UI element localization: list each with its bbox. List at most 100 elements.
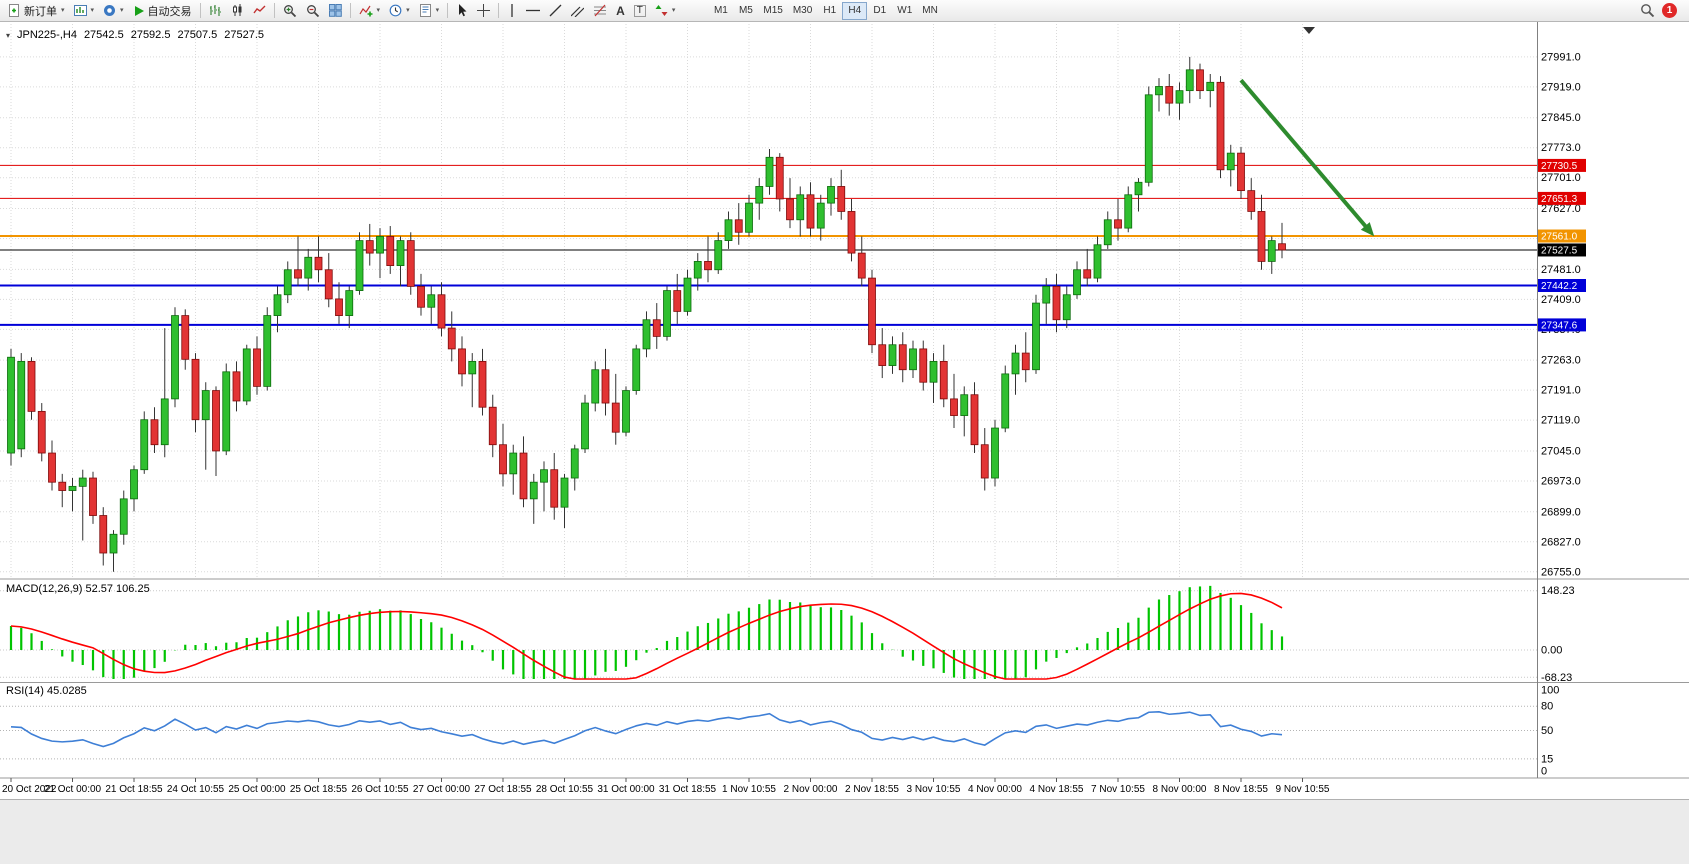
candle	[847, 211, 856, 254]
svg-text:2 Nov 18:55: 2 Nov 18:55	[845, 784, 899, 795]
templates-button[interactable]: ▾	[415, 1, 444, 21]
profiles-button[interactable]: ▾	[99, 1, 128, 21]
candlestick-series[interactable]	[7, 56, 1286, 572]
template-icon	[419, 4, 432, 17]
zoom-in-icon	[283, 4, 297, 18]
candle	[294, 269, 302, 279]
timeframe-mn-button[interactable]: MN	[922, 5, 938, 16]
candle	[355, 240, 364, 291]
candle	[406, 240, 415, 287]
autotrading-label: 自动交易	[147, 5, 192, 18]
candle	[58, 481, 67, 491]
candle	[48, 452, 56, 483]
price-badges[interactable]: 27730.5 27651.3 27561.0 27527.5 27442.2 27347…	[1538, 158, 1586, 332]
candle	[734, 219, 743, 233]
svg-text:27919.0: 27919.0	[1541, 81, 1581, 93]
timeframe-h1-button[interactable]: H1	[823, 5, 837, 16]
candle	[1001, 373, 1010, 429]
chevron-down-icon: ▾	[406, 7, 410, 14]
svg-text:27045.0: 27045.0	[1541, 445, 1581, 457]
crosshair-button[interactable]	[473, 1, 494, 21]
fibonacci-button[interactable]	[589, 1, 611, 21]
indicators-button[interactable]: ▾	[355, 1, 385, 21]
timeframe-h4-button[interactable]: H4	[842, 1, 868, 20]
tile-windows-button[interactable]	[325, 1, 346, 21]
candle	[345, 290, 354, 316]
candle	[1093, 244, 1102, 279]
price-badge	[1538, 191, 1586, 205]
periods-button[interactable]: ▾	[385, 1, 414, 21]
price-badge	[1538, 229, 1586, 243]
toolbar-separator	[273, 3, 275, 18]
text-label-button[interactable]: T	[630, 1, 650, 21]
arrow-annotation[interactable]	[1239, 78, 1375, 237]
chevron-down-icon: ▾	[120, 7, 124, 14]
macd-signal-line	[10, 592, 1283, 680]
new-order-button[interactable]: 新订单 ▾	[4, 1, 69, 21]
candle	[1267, 240, 1276, 262]
ohlc-collapse-icon[interactable]: ▾	[6, 30, 11, 40]
svg-text:25 Oct 00:00: 25 Oct 00:00	[228, 784, 286, 795]
autotrading-button[interactable]: 自动交易	[129, 1, 196, 21]
indicators-icon	[359, 4, 373, 17]
svg-text:27409.0: 27409.0	[1541, 294, 1581, 306]
candle	[37, 410, 46, 454]
price-badge	[1538, 318, 1586, 332]
toolbar-separator	[349, 3, 351, 18]
symbol-period-label: JPN225-,H4	[17, 29, 77, 41]
candle	[663, 290, 671, 337]
svg-text:0: 0	[1541, 766, 1547, 778]
chart-shift-marker[interactable]	[1303, 27, 1315, 34]
horizontal-lines[interactable]	[0, 164, 1537, 326]
cursor-button[interactable]	[452, 1, 472, 21]
timeframe-m15-button[interactable]: M15	[763, 5, 783, 16]
bar-chart-button[interactable]	[205, 1, 226, 21]
trendline-button[interactable]	[545, 1, 566, 21]
tile-windows-icon	[328, 4, 342, 17]
svg-text:26899.0: 26899.0	[1541, 506, 1581, 518]
candle	[806, 194, 815, 229]
new-chart-button[interactable]: ▾	[70, 1, 99, 21]
zoom-in-button[interactable]	[279, 1, 301, 21]
search-icon[interactable]	[1640, 3, 1655, 18]
svg-text:27442.2: 27442.2	[1541, 281, 1578, 292]
timeframe-w1-button[interactable]: W1	[897, 5, 913, 16]
line-chart-button[interactable]	[249, 1, 270, 21]
candle	[191, 358, 200, 421]
candle	[755, 186, 764, 204]
candlestick-chart-button[interactable]	[227, 1, 248, 21]
text-button[interactable]: A	[612, 1, 629, 21]
window-footer	[0, 800, 1689, 864]
timeframe-m1-button[interactable]: M1	[713, 5, 728, 16]
candle	[570, 448, 579, 479]
chart-canvas[interactable]: 27991.0 27919.0 27845.0 27773.0 27701.0 27627…	[0, 22, 1689, 864]
vertical-line-button[interactable]	[503, 1, 521, 21]
profiles-icon	[103, 4, 116, 17]
svg-text:31 Oct 00:00: 31 Oct 00:00	[597, 784, 655, 795]
svg-text:27 Oct 18:55: 27 Oct 18:55	[474, 784, 532, 795]
zoom-out-button[interactable]	[302, 1, 324, 21]
candle	[1237, 152, 1245, 192]
candle	[1226, 152, 1235, 171]
svg-text:27119.0: 27119.0	[1541, 415, 1580, 427]
timeframe-m5-button[interactable]: M5	[738, 5, 753, 16]
notification-badge[interactable]: 1	[1662, 3, 1677, 18]
timeframe-m30-button[interactable]: M30	[792, 5, 813, 16]
horizontal-line-button[interactable]	[522, 1, 544, 21]
arrows-button[interactable]: ▾	[651, 1, 680, 21]
svg-text:7 Nov 10:55: 7 Nov 10:55	[1091, 784, 1145, 795]
chevron-down-icon: ▾	[435, 7, 440, 14]
candle	[1278, 243, 1286, 251]
svg-text:9 Nov 10:55: 9 Nov 10:55	[1276, 784, 1330, 795]
candle	[1206, 81, 1215, 92]
channel-button[interactable]	[567, 1, 588, 21]
line-chart-icon	[252, 4, 266, 17]
candle	[642, 319, 651, 350]
candle	[837, 186, 846, 212]
svg-text:-68.23: -68.23	[1541, 672, 1572, 684]
price-badge	[1538, 158, 1586, 172]
timeframe-d1-button[interactable]: D1	[873, 5, 887, 16]
candle	[611, 402, 620, 433]
candle	[991, 427, 999, 479]
svg-text:8 Nov 00:00: 8 Nov 00:00	[1153, 784, 1207, 795]
